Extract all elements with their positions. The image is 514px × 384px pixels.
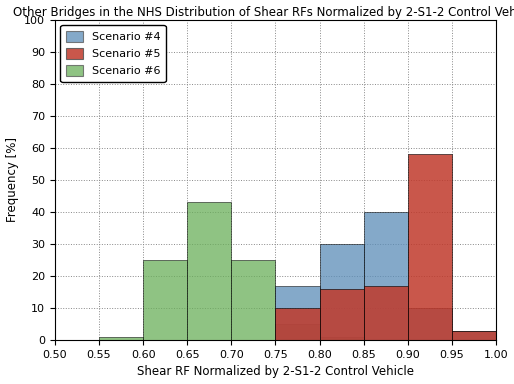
Bar (408, 154, 452, 340)
Bar (364, 286, 408, 340)
Bar (276, 286, 320, 340)
Bar (364, 212, 408, 340)
Title: Other Bridges in the NHS Distribution of Shear RFs Normalized by 2-S1-2 Control : Other Bridges in the NHS Distribution of… (13, 5, 514, 18)
Bar (452, 331, 496, 340)
Legend: Scenario #4, Scenario #5, Scenario #6: Scenario #4, Scenario #5, Scenario #6 (60, 25, 166, 82)
Bar (276, 324, 320, 340)
Bar (143, 260, 187, 340)
X-axis label: Shear RF Normalized by 2-S1-2 Control Vehicle: Shear RF Normalized by 2-S1-2 Control Ve… (137, 366, 414, 379)
Bar (320, 337, 364, 340)
Bar (276, 308, 320, 340)
Bar (408, 308, 452, 340)
Y-axis label: Frequency [%]: Frequency [%] (6, 137, 19, 222)
Bar (231, 260, 276, 340)
Bar (320, 289, 364, 340)
Bar (99, 337, 143, 340)
Bar (320, 244, 364, 340)
Bar (187, 202, 231, 340)
Bar (452, 331, 496, 340)
